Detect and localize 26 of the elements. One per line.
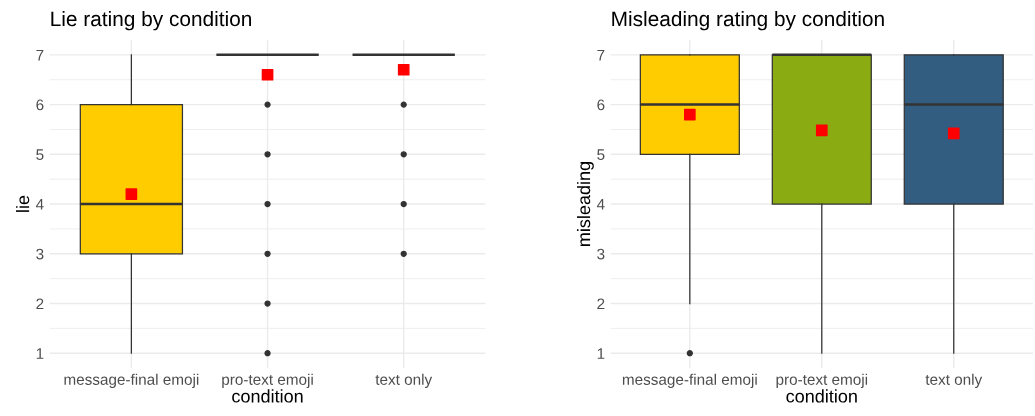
y-tick-label: 5	[597, 149, 605, 160]
y-tick-label: 1	[36, 348, 44, 359]
y-tick-label: 6	[36, 99, 44, 111]
y-tick-label: 5	[36, 149, 44, 160]
y-tick-label: 3	[36, 248, 44, 260]
x-tick-label: pro-text emoji	[222, 373, 313, 388]
y-tick-label: 6	[597, 99, 605, 111]
y-tick-label: 7	[597, 49, 605, 61]
x-tick-label: text only	[925, 373, 983, 388]
y-axis-title: lie	[16, 195, 30, 212]
y-tick-label: 4	[596, 199, 605, 210]
x-tick-label: message-final emoji	[64, 373, 199, 388]
chart-title: Misleading rating by condition	[612, 10, 884, 31]
x-tick-label: message-final emoji	[622, 373, 757, 388]
y-tick-label: 4	[35, 199, 44, 210]
x-tick-label: pro-text emoji	[776, 373, 868, 388]
x-axis-title: condition	[232, 389, 303, 403]
y-axis-title: misleading	[576, 162, 594, 246]
y-tick-label: 1	[597, 348, 605, 359]
x-tick-label: text only	[375, 373, 433, 388]
chart-title: Lie rating by condition	[51, 10, 252, 31]
y-tick-label: 2	[36, 298, 44, 310]
y-tick-label: 2	[597, 298, 605, 310]
x-axis-title: condition	[786, 389, 857, 403]
y-tick-label: 7	[36, 49, 44, 61]
y-tick-label: 3	[597, 248, 605, 260]
